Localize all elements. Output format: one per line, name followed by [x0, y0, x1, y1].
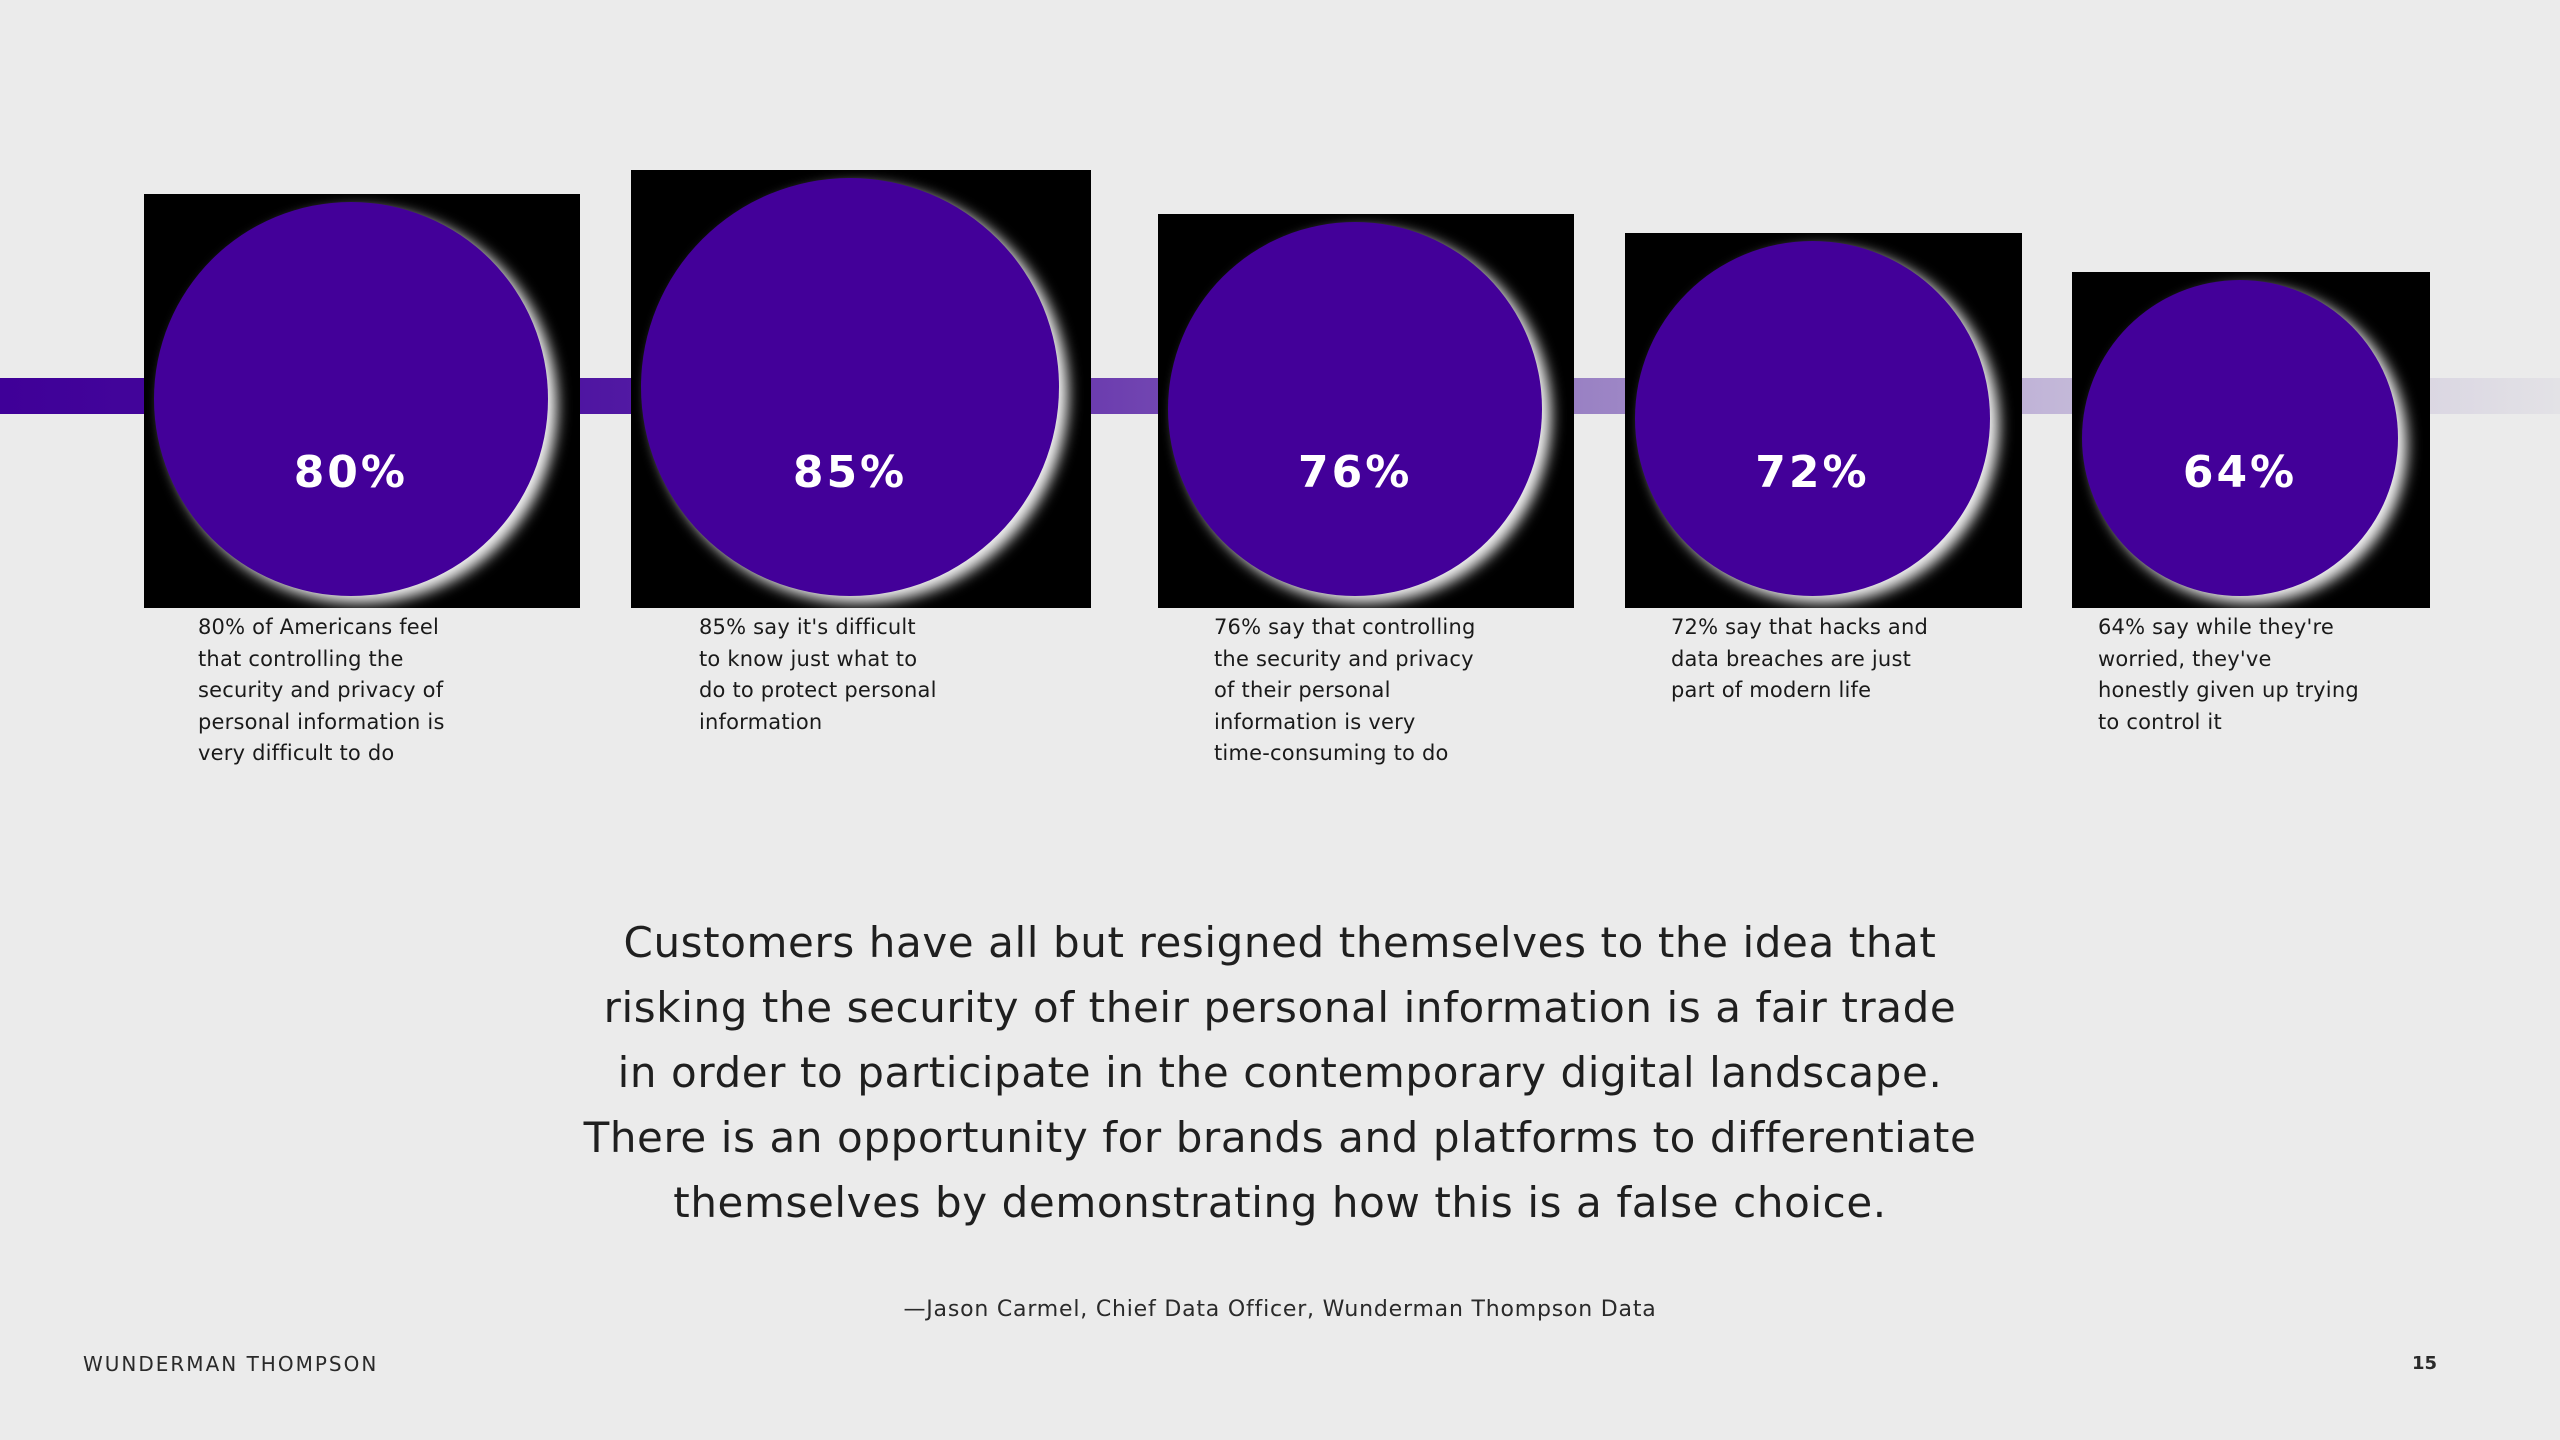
quote-attribution: —Jason Carmel, Chief Data Officer, Wunde… — [903, 1297, 1657, 1322]
stat-value-label: 85% — [792, 447, 908, 498]
stat-value-label: 72% — [1755, 446, 1870, 498]
page-number: 15 — [2411, 1353, 2437, 1374]
stat-value-label: 64% — [2182, 447, 2298, 498]
stat-value-label: 80% — [293, 446, 409, 498]
stat-card: 72% — [1625, 233, 2022, 608]
stat-circle — [641, 178, 1059, 596]
stat-card: 64% — [2072, 272, 2430, 608]
stat-circle — [2082, 280, 2398, 596]
stat-card: 80% — [144, 194, 580, 608]
stat-circle — [1635, 241, 1990, 596]
stat-card: 85% — [631, 170, 1091, 608]
stat-value-label: 76% — [1297, 446, 1413, 498]
stat-circle — [154, 202, 548, 596]
stat-caption: 76% say that controlling the security an… — [1214, 615, 1476, 765]
stat-card: 76% — [1158, 213, 1575, 608]
stat-caption: 80% of Americans feel that controlling t… — [198, 615, 445, 765]
pull-quote: Customers have all but resigned themselv… — [583, 918, 1977, 1227]
brand-logo-text: WUNDERMAN THOMPSON — [83, 1352, 379, 1376]
stat-caption: 64% say while they're worried, they've h… — [2098, 615, 2359, 734]
stat-caption: 72% say that hacks and data breaches are… — [1671, 615, 1928, 702]
stat-caption: 85% say it's difficult to know just what… — [699, 615, 937, 734]
stat-circle — [1168, 221, 1543, 596]
